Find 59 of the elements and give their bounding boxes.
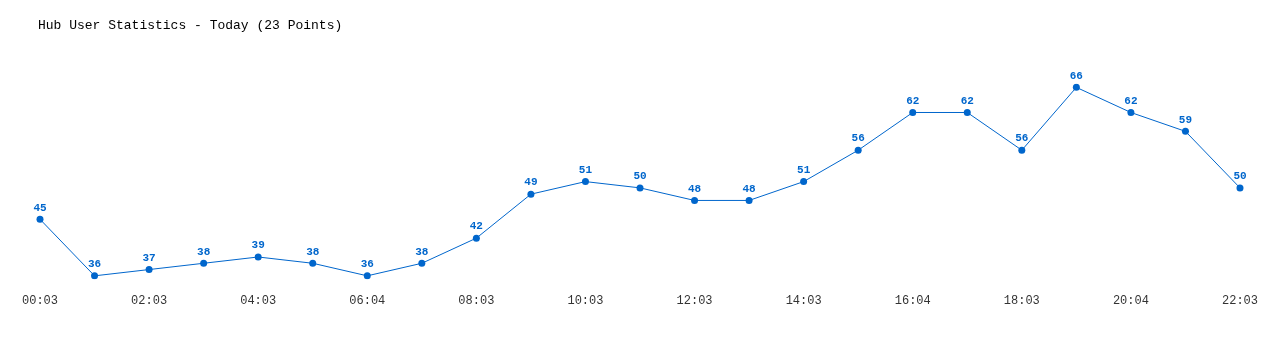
data-label: 49 — [524, 176, 538, 189]
point — [691, 196, 699, 204]
point — [309, 259, 317, 267]
x-tick-label: 22:03 — [1221, 293, 1258, 308]
point — [636, 184, 644, 192]
data-label: 45 — [33, 201, 47, 214]
data-label: 56 — [851, 132, 865, 145]
point — [1072, 83, 1080, 91]
point — [91, 272, 99, 280]
point — [1018, 146, 1026, 154]
data-label: 36 — [87, 258, 102, 271]
x-tick-label: 18:03 — [1003, 293, 1040, 308]
x-tick-label: 16:04 — [894, 293, 931, 308]
point — [854, 146, 862, 154]
x-tick-label: 14:03 — [785, 293, 822, 308]
point — [745, 196, 753, 204]
data-label: 62 — [906, 94, 920, 107]
x-tick-label: 00:03 — [22, 293, 59, 308]
point — [145, 266, 153, 274]
x-tick-label: 20:04 — [1112, 293, 1149, 308]
data-label: 38 — [415, 245, 429, 258]
data-label: 62 — [1124, 94, 1138, 107]
data-label: 59 — [1178, 113, 1193, 126]
data-label: 38 — [197, 245, 211, 258]
x-tick-label: 02:03 — [131, 293, 168, 308]
point — [363, 272, 371, 280]
point — [527, 190, 535, 198]
point — [472, 234, 480, 242]
data-label: 48 — [687, 182, 702, 195]
x-tick-label: 12:03 — [676, 293, 713, 308]
x-tick-label: 08:03 — [458, 293, 495, 308]
point — [1127, 109, 1135, 116]
data-label: 36 — [360, 258, 374, 271]
point — [1236, 184, 1244, 192]
data-label: 42 — [469, 220, 483, 233]
data-label: 56 — [1015, 132, 1029, 145]
data-label: 51 — [578, 163, 593, 176]
data-label: 37 — [142, 251, 156, 264]
data-label: 51 — [797, 163, 811, 176]
point — [1181, 127, 1189, 135]
point — [418, 259, 426, 267]
point — [963, 109, 971, 116]
data-label: 48 — [742, 182, 757, 195]
data-label: 39 — [251, 239, 265, 252]
x-tick-label: 06:04 — [349, 293, 386, 308]
data-label: 66 — [1069, 69, 1083, 82]
x-tick-label: 10:03 — [567, 293, 604, 308]
point — [254, 253, 262, 261]
point — [200, 259, 208, 267]
x-tick-label: 04:03 — [240, 293, 277, 308]
data-label: 62 — [960, 94, 974, 107]
chart-title: Hub User Statistics - Today (23 Points) — [38, 18, 343, 34]
point — [581, 178, 589, 186]
point — [36, 215, 44, 223]
data-label: 50 — [1233, 170, 1247, 183]
point — [800, 178, 808, 186]
point — [909, 109, 917, 116]
data-label: 50 — [633, 170, 647, 183]
data-label: 38 — [306, 245, 320, 258]
